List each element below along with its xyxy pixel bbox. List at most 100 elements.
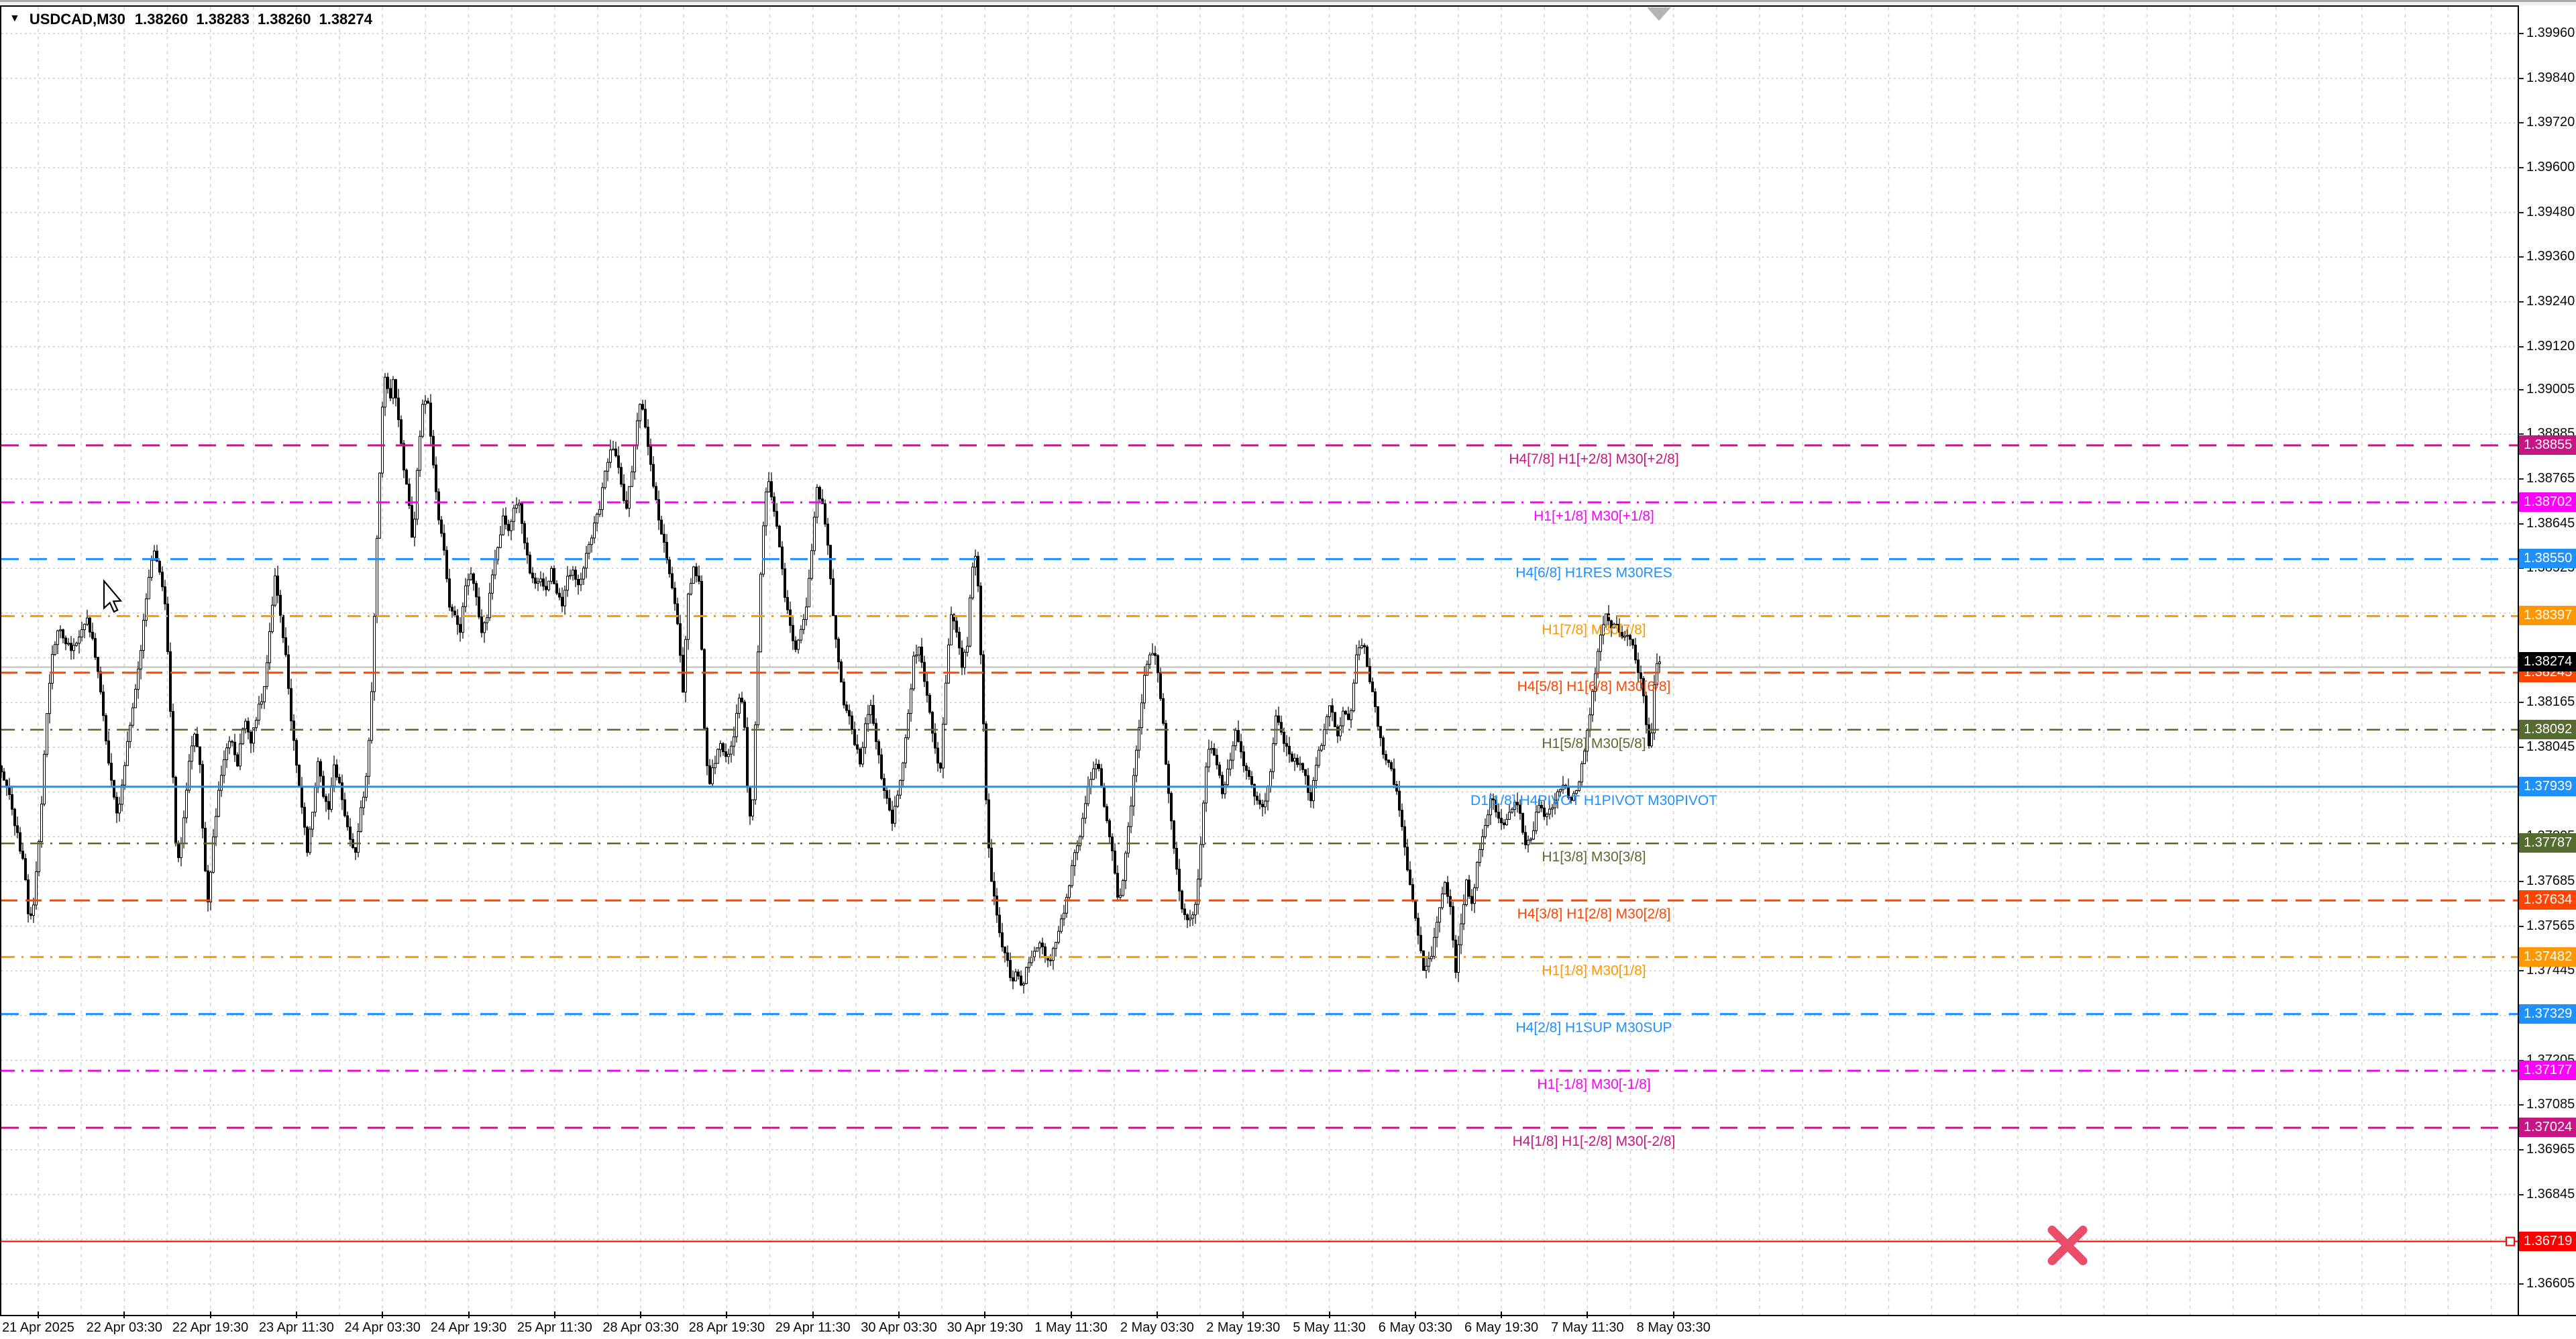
price-tick-label: 1.36965	[2526, 1141, 2575, 1157]
time-tick-label: 24 Apr 19:30	[430, 1320, 507, 1335]
price-level-badge: 1.38092	[2519, 719, 2576, 739]
price-tick-mark	[2518, 970, 2524, 972]
time-tick-label: 22 Apr 03:30	[86, 1320, 163, 1335]
price-axis-separator	[2518, 5, 2519, 1316]
price-level-badge: 1.36719	[2519, 1231, 2576, 1251]
price-level-badge: 1.38855	[2519, 435, 2576, 455]
time-tick-mark	[726, 1311, 728, 1318]
time-tick-mark	[1242, 1311, 1244, 1318]
open-value: 1.38260	[134, 11, 189, 28]
time-tick-mark	[382, 1311, 384, 1318]
time-tick-mark	[984, 1311, 986, 1318]
ohlc-readout: 1.38260 1.38283 1.38260 1.38274	[135, 11, 372, 28]
time-tick-mark	[1501, 1311, 1503, 1318]
grid	[1, 7, 2518, 1315]
price-tick-mark	[2518, 1059, 2524, 1061]
level-label: H4[6/8] H1RES M30RES	[1515, 565, 1672, 580]
price-tick-mark	[2518, 880, 2524, 882]
price-tick-label: 1.37085	[2526, 1097, 2575, 1112]
price-tick-label: 1.36845	[2526, 1186, 2575, 1201]
level-label: H1[7/8] M30[7/8]	[1542, 622, 1646, 637]
line-handle[interactable]	[2506, 1236, 2515, 1246]
level-label: H4[2/8] H1SUP M30SUP	[1515, 1020, 1672, 1036]
price-tick-mark	[2518, 256, 2524, 258]
price-level-badge: 1.38274	[2519, 651, 2576, 672]
low-value: 1.38260	[257, 11, 311, 28]
symbol-timeframe-label: USDCAD,M30	[29, 11, 125, 28]
price-level-badge: 1.38702	[2519, 492, 2576, 512]
level-label: H1[5/8] M30[5/8]	[1542, 736, 1646, 751]
time-tick-label: 5 May 11:30	[1293, 1320, 1366, 1335]
price-level-badge: 1.37634	[2519, 890, 2576, 910]
price-level-badge: 1.37939	[2519, 776, 2576, 796]
time-tick-mark	[1672, 1311, 1674, 1318]
time-tick-label: 6 May 03:30	[1378, 1320, 1452, 1335]
chart-title: ▼ USDCAD,M30 1.38260 1.38283 1.38260 1.3…	[9, 11, 372, 28]
price-tick-mark	[2518, 388, 2524, 390]
price-tick-mark	[2518, 1104, 2524, 1106]
time-tick-mark	[1156, 1311, 1158, 1318]
time-tick-label: 2 May 19:30	[1206, 1320, 1281, 1335]
time-tick-label: 30 Apr 03:30	[861, 1320, 937, 1335]
time-tick-label: 2 May 03:30	[1120, 1320, 1194, 1335]
time-tick-label: 22 Apr 19:30	[172, 1320, 249, 1335]
price-tick-mark	[2518, 77, 2524, 79]
price-tick-label: 1.37445	[2526, 963, 2575, 978]
time-tick-label: 21 Apr 2025	[2, 1320, 74, 1335]
time-tick-mark	[123, 1311, 125, 1318]
symbol-dropdown-icon[interactable]: ▼	[9, 13, 20, 24]
price-tick-mark	[2518, 122, 2524, 124]
level-label: H4[3/8] H1[2/8] M30[2/8]	[1517, 906, 1671, 922]
price-tick-label: 1.38765	[2526, 470, 2575, 486]
price-level-badge: 1.38397	[2519, 606, 2576, 626]
price-tick-mark	[2518, 702, 2524, 704]
time-tick-label: 1 May 11:30	[1034, 1320, 1108, 1335]
price-tick-label: 1.38165	[2526, 694, 2575, 710]
price-tick-mark	[2518, 211, 2524, 213]
time-tick-label: 8 May 03:30	[1636, 1320, 1711, 1335]
time-tick-mark	[553, 1311, 555, 1318]
time-tick-mark	[1587, 1311, 1589, 1318]
price-tick-label: 1.39720	[2526, 115, 2575, 130]
time-tick-mark	[38, 1311, 39, 1318]
price-level-badge: 1.37024	[2519, 1118, 2576, 1138]
time-tick-mark	[468, 1311, 470, 1318]
price-tick-mark	[2518, 301, 2524, 303]
price-tick-mark	[2518, 1283, 2524, 1285]
price-tick-label: 1.37685	[2526, 873, 2575, 888]
level-label: H1[+1/8] M30[+1/8]	[1534, 508, 1654, 524]
level-label: H4[7/8] H1[+2/8] M30[+2/8]	[1509, 451, 1678, 467]
price-tick-label: 1.39960	[2526, 25, 2575, 40]
time-tick-label: 25 Apr 11:30	[517, 1320, 592, 1335]
candles-bullish	[32, 376, 1661, 985]
time-tick-mark	[1070, 1311, 1072, 1318]
time-tick-label: 28 Apr 03:30	[602, 1320, 679, 1335]
price-tick-label: 1.39005	[2526, 381, 2575, 396]
high-value: 1.38283	[196, 11, 250, 28]
candles-bearish	[0, 376, 1650, 985]
price-tick-mark	[2518, 523, 2524, 525]
price-tick-label: 1.39360	[2526, 249, 2575, 264]
sell-cross-marker[interactable]	[2047, 1226, 2088, 1266]
time-tick-mark	[209, 1311, 211, 1318]
time-tick-mark	[1328, 1311, 1330, 1318]
chart-frame-top	[0, 5, 2518, 7]
price-tick-mark	[2518, 478, 2524, 480]
chart-shift-triangle-icon[interactable]	[1647, 7, 1671, 21]
time-tick-label: 23 Apr 11:30	[258, 1320, 334, 1335]
price-level-badge: 1.37482	[2519, 947, 2576, 967]
level-label: H4[1/8] H1[-2/8] M30[-2/8]	[1513, 1134, 1676, 1149]
price-tick-label: 1.39120	[2526, 338, 2575, 354]
level-label: D1[1/8] H4PIVOT H1PIVOT M30PIVOT	[1470, 793, 1717, 808]
price-level-badge: 1.38550	[2519, 549, 2576, 569]
time-tick-mark	[898, 1311, 900, 1318]
price-tick-mark	[2518, 433, 2524, 435]
window-top-strip	[0, 2, 2576, 5]
time-tick-label: 29 Apr 11:30	[775, 1320, 851, 1335]
price-level-badge: 1.37329	[2519, 1004, 2576, 1024]
level-label: H1[3/8] M30[3/8]	[1542, 849, 1646, 865]
time-tick-mark	[812, 1311, 814, 1318]
time-tick-label: 7 May 11:30	[1551, 1320, 1624, 1335]
